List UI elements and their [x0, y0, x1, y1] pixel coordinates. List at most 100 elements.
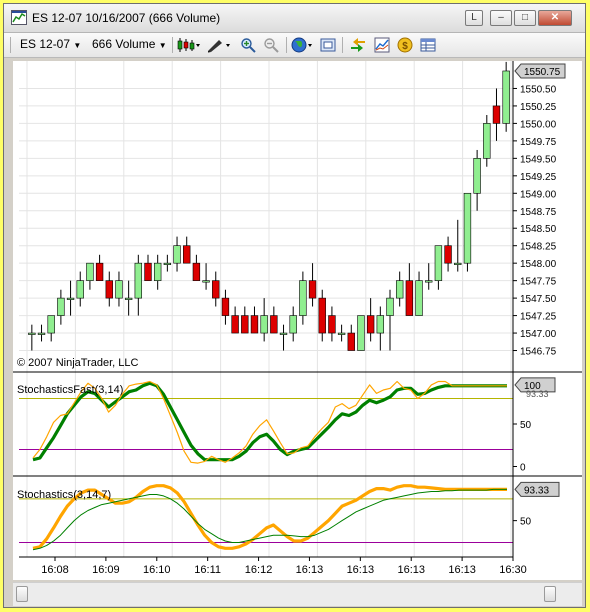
time-tick-label: 16:09	[92, 564, 120, 576]
price-tick-label: 1549.75	[520, 137, 557, 148]
toolbar-grip	[10, 37, 11, 53]
chart-area[interactable]: 1550.50 1550.25 1550.00 1549.75 1549.50 1549.…	[13, 61, 582, 580]
value-badge-label: 93.33	[524, 485, 549, 496]
candle-body	[425, 280, 433, 283]
candle-body	[57, 297, 65, 316]
zoom-in-icon[interactable]	[240, 37, 256, 53]
price-tick-label: 1548.50	[520, 224, 557, 235]
table-icon[interactable]	[420, 37, 436, 53]
instrument-selector[interactable]: ES 12-07 ▼	[20, 37, 81, 51]
chart-app-icon	[11, 10, 27, 25]
candle-body	[444, 245, 452, 264]
candle-body	[95, 262, 104, 281]
candle-body	[163, 262, 172, 265]
stochastics-fast-label: StochasticsFast(3,14)	[17, 384, 123, 396]
title-bar[interactable]: ES 12-07 10/16/2007 (666 Volume) L – □ ✕	[4, 4, 585, 33]
candle-body	[28, 332, 36, 335]
value-badge	[514, 481, 560, 497]
scroll-left-button[interactable]	[16, 586, 28, 602]
candle-body	[434, 245, 443, 281]
candle-body	[463, 192, 472, 264]
price-tick-label: 1550.00	[520, 119, 557, 130]
stochastics-panel	[19, 484, 513, 551]
candle-body	[183, 245, 191, 264]
globe-icon[interactable]	[291, 37, 315, 53]
candle-body	[386, 297, 394, 316]
candle-body	[376, 315, 385, 334]
candle-body	[454, 262, 462, 265]
candle-body	[289, 315, 297, 334]
candle-body	[76, 280, 84, 299]
coin-icon[interactable]: $	[397, 37, 413, 53]
price-tick-label: 1547.50	[520, 294, 557, 305]
price-tick-label: 1547.75	[520, 277, 557, 288]
arrows-icon[interactable]	[350, 37, 366, 53]
candle-body	[405, 280, 414, 316]
window-title: ES 12-07 10/16/2007 (666 Volume)	[32, 11, 221, 25]
candle-body	[241, 315, 249, 334]
copyright-text: © 2007 NinjaTrader, LLC	[17, 357, 138, 369]
last-price-label: 1550.75	[524, 67, 561, 78]
candle-body	[318, 297, 326, 334]
time-tick-label: 16:13	[296, 564, 324, 576]
candle-body	[105, 280, 113, 299]
minimize-button[interactable]: –	[490, 10, 512, 26]
chart-toolbar: ES 12-07 ▼ 666 Volume ▼ $	[4, 33, 585, 58]
indicator-tick-label: 50	[520, 420, 532, 431]
chart-canvas[interactable]: 1550.50 1550.25 1550.00 1549.75 1549.50 1549.…	[13, 61, 582, 580]
candle-body	[115, 280, 123, 299]
value-badge-label: 100	[524, 381, 541, 392]
candle-body	[192, 262, 201, 281]
candle-body	[66, 297, 75, 300]
candle-body	[260, 315, 268, 334]
price-tick-label: 1550.25	[520, 102, 557, 113]
value-badge-label: 93.33	[526, 389, 549, 399]
indicator-line	[32, 488, 507, 551]
candle-body	[328, 315, 336, 334]
maximize-button[interactable]: □	[514, 10, 536, 26]
candle-body	[337, 332, 346, 335]
close-button[interactable]: ✕	[538, 10, 572, 26]
toolbar-separator	[172, 37, 173, 53]
chart-window: ES 12-07 10/16/2007 (666 Volume) L – □ ✕…	[3, 3, 586, 608]
candle-body	[473, 158, 481, 194]
scroll-thumb[interactable]	[544, 586, 556, 602]
price-tick-label: 1549.00	[520, 189, 557, 200]
restore-link-button[interactable]: L	[465, 10, 483, 26]
indicator-line	[32, 484, 507, 550]
stochastics-label: Stochastics(3,14,7)	[17, 489, 111, 501]
price-candles	[28, 61, 510, 351]
candle-body	[221, 297, 230, 316]
toolbar-separator	[286, 37, 287, 53]
candle-body	[144, 262, 152, 281]
candle-body	[250, 315, 259, 334]
candle-body	[173, 245, 181, 264]
chart-properties-icon[interactable]	[374, 37, 390, 53]
time-tick-label: 16:11	[194, 564, 221, 576]
price-tick-label: 1550.50	[520, 84, 557, 95]
price-tick-label: 1549.50	[520, 154, 557, 165]
chart-axes: 1550.50 1550.25 1550.00 1549.75 1549.50 1549.…	[13, 61, 582, 576]
candle-body	[502, 70, 510, 124]
price-tick-label: 1549.25	[520, 172, 557, 183]
drawing-pencil-icon[interactable]	[206, 37, 232, 53]
time-tick-label: 16:13	[397, 564, 425, 576]
indicator-tick-label: 50	[520, 517, 532, 528]
candlestick-style-icon[interactable]	[177, 37, 201, 53]
candle-body	[308, 280, 317, 299]
data-box-icon[interactable]	[320, 37, 336, 53]
toolbar-separator	[342, 37, 343, 53]
candle-body	[483, 123, 491, 159]
horizontal-scrollbar[interactable]	[13, 582, 582, 606]
price-tick-label: 1548.25	[520, 242, 557, 253]
price-tick-label: 1546.75	[520, 347, 557, 358]
candle-body	[37, 332, 46, 335]
zoom-out-icon[interactable]	[263, 37, 279, 53]
time-tick-label: 16:08	[41, 564, 69, 576]
candle-body	[202, 280, 210, 283]
time-tick-label: 16:13	[448, 564, 476, 576]
candle-body	[415, 280, 423, 316]
chart-gridlines	[19, 61, 513, 557]
candle-body	[231, 315, 239, 334]
interval-selector[interactable]: 666 Volume ▼	[92, 37, 167, 51]
